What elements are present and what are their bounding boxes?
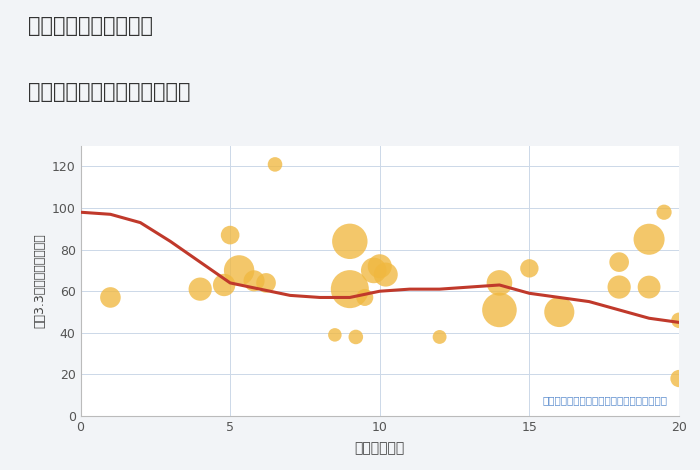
Point (248, 277, 260, 285)
X-axis label: 駅距離（分）: 駅距離（分） (355, 441, 405, 455)
Point (270, 161, 281, 168)
Point (105, 294, 116, 301)
Point (260, 279, 272, 287)
Point (344, 285, 356, 293)
Point (234, 266, 245, 274)
Point (659, 209, 670, 216)
Point (380, 271, 391, 278)
Text: 駅距離別中古マンション価格: 駅距離別中古マンション価格 (28, 82, 190, 102)
Point (329, 331, 340, 338)
Point (643, 235, 655, 243)
Point (643, 283, 655, 291)
Point (374, 263, 385, 270)
Point (218, 281, 230, 289)
Point (554, 308, 565, 316)
Point (613, 258, 624, 266)
Point (524, 265, 535, 272)
Point (350, 333, 361, 341)
Point (368, 266, 379, 274)
Point (613, 283, 624, 291)
Point (494, 279, 505, 287)
Point (195, 285, 206, 293)
Y-axis label: 坪（3.3㎡）単価（万円）: 坪（3.3㎡）単価（万円） (33, 234, 46, 328)
Point (359, 294, 370, 301)
Point (494, 306, 505, 313)
Point (434, 333, 445, 341)
Point (225, 231, 236, 239)
Point (673, 317, 685, 324)
Point (673, 375, 685, 382)
Text: 岐阜県関市鋳物師屋の: 岐阜県関市鋳物師屋の (28, 16, 153, 37)
Point (344, 237, 356, 245)
Text: 円の大きさは、取引のあった物件面積を示す: 円の大きさは、取引のあった物件面積を示す (542, 395, 667, 405)
